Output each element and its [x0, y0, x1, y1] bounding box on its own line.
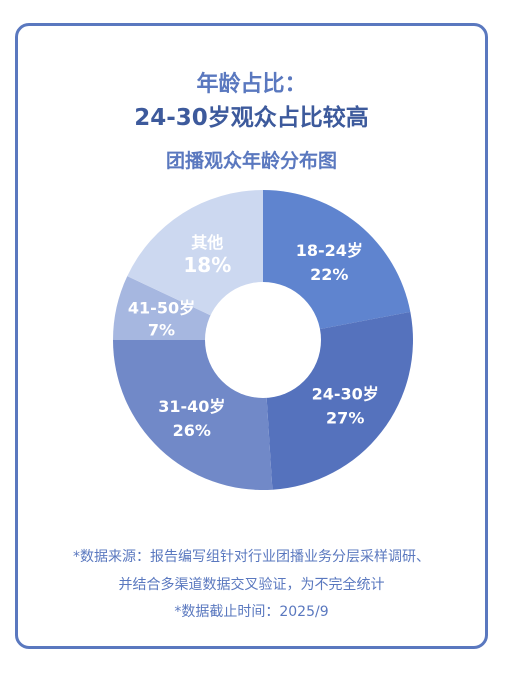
headline-label: 年龄占比： — [196, 72, 307, 97]
donut-hole — [205, 282, 321, 398]
slice-label-0: 18-24岁 — [296, 241, 363, 260]
slice-value-4: 18% — [183, 253, 231, 277]
slice-value-3: 7% — [148, 320, 175, 339]
slice-label-1: 24-30岁 — [312, 385, 379, 404]
cutoff-date-note: *数据截止时间：2025/9 — [174, 604, 329, 620]
source-note-line1: *数据来源：报告编写组针对行业团播业务分层采样调研、 — [73, 549, 430, 565]
slice-label-4: 其他 — [191, 233, 223, 252]
slice-value-1: 27% — [326, 409, 364, 428]
slice-label-3: 41-50岁 — [128, 298, 195, 317]
slice-value-2: 26% — [173, 421, 211, 440]
chart-card: 年龄占比： 24-30岁观众占比较高 团播观众年龄分布图 18-24岁 22% 24… — [15, 23, 488, 649]
source-note-line2: 并结合多渠道数据交叉验证，为不完全统计 — [118, 577, 385, 593]
chart-title: 团播观众年龄分布图 — [165, 150, 337, 172]
headline-insight: 24-30岁观众占比较高 — [134, 105, 369, 131]
slice-label-2: 31-40岁 — [158, 397, 225, 416]
slice-value-0: 22% — [310, 265, 348, 284]
